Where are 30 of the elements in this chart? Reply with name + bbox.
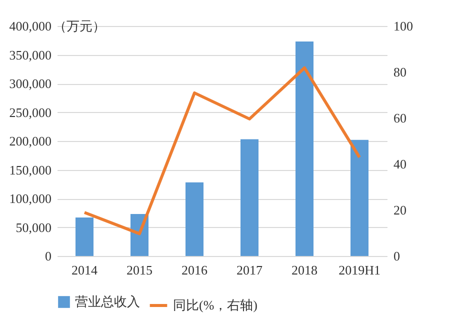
legend-label: 同比(%，右轴) — [173, 298, 258, 312]
x-tick-label: 2016 — [182, 262, 208, 278]
y-tick-label: 100,000 — [9, 191, 52, 206]
line-series — [83, 66, 361, 236]
x-tick-label: 2018 — [292, 262, 318, 278]
y-axis-title: （万元） — [54, 18, 106, 34]
x-tick-label: 2019H1 — [338, 262, 380, 278]
y-tick-label: 350,000 — [9, 47, 52, 62]
bar — [296, 42, 314, 256]
legend-label: 营业总收入 — [75, 294, 140, 309]
y2-tick-label: 20 — [394, 202, 406, 218]
bar — [76, 217, 94, 256]
y-tick-label: 150,000 — [9, 162, 52, 178]
x-tick-label: 2014 — [72, 262, 98, 278]
bar — [186, 182, 204, 256]
bar — [240, 139, 258, 256]
y2-tick-label: 0 — [394, 248, 400, 264]
y-tick-label: 200,000 — [9, 134, 52, 148]
y-tick-label: 250,000 — [9, 104, 52, 120]
y-tick-label: 300,000 — [9, 76, 52, 91]
x-tick-label: 2015 — [126, 262, 152, 278]
y2-tick-label: 100 — [394, 18, 413, 34]
x-tick-label: 2017 — [236, 262, 263, 278]
y-tick-label: 50,000 — [16, 220, 52, 235]
bar — [350, 140, 368, 256]
y2-tick-label: 80 — [394, 64, 406, 80]
y-tick-label: 0 — [45, 248, 52, 264]
y2-tick-label: 60 — [394, 110, 406, 126]
y2-tick-label: 40 — [394, 156, 406, 172]
y-tick-label: 400,000 — [9, 18, 52, 34]
